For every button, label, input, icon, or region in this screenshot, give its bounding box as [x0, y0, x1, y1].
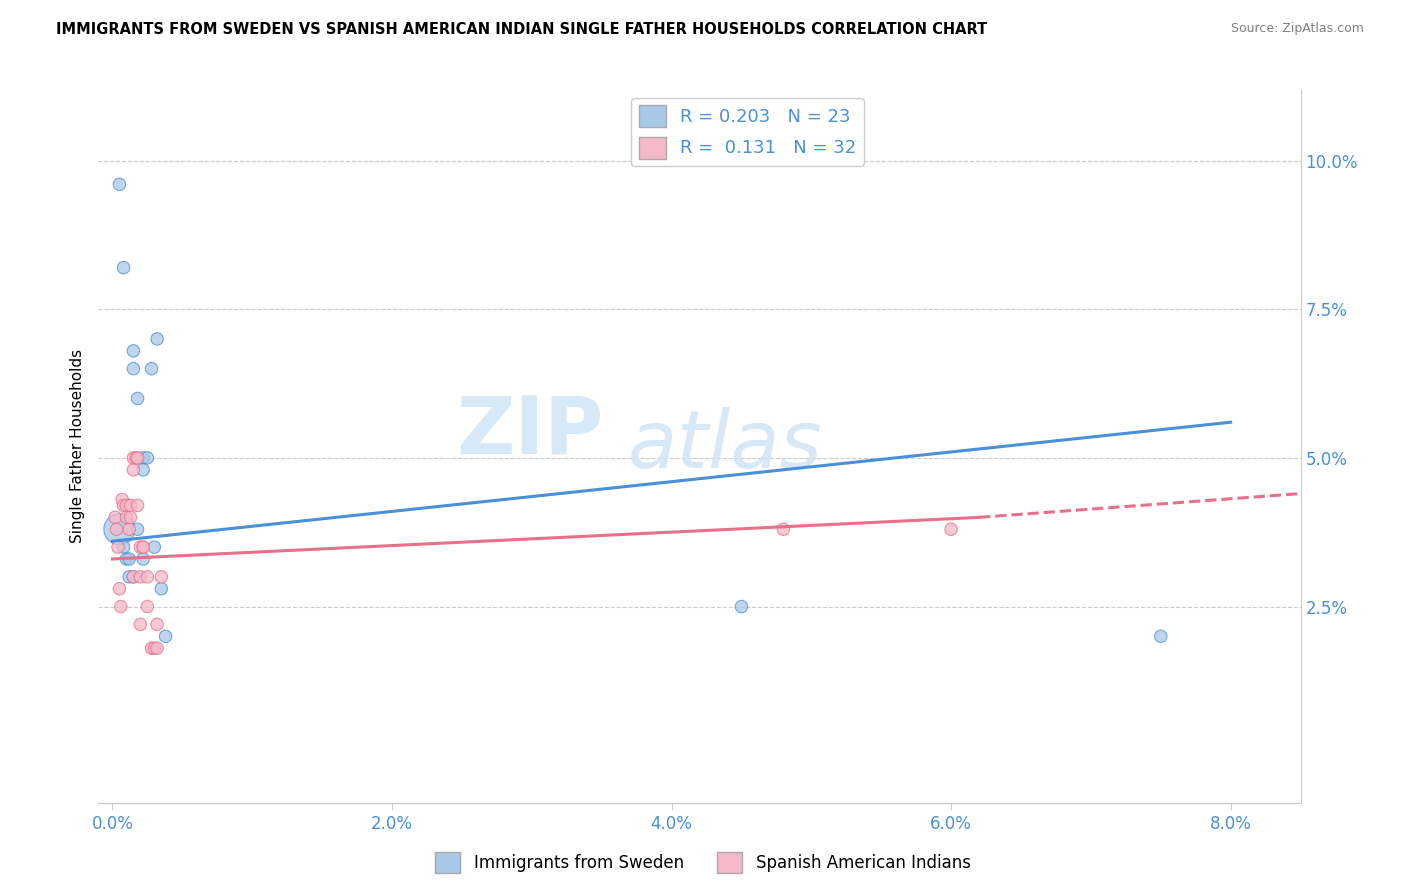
Point [136, 450, 159, 465]
Point [127, 522, 149, 536]
Y-axis label: Single Father Households: Single Father Households [69, 349, 84, 543]
Point [125, 450, 148, 465]
Point [108, 522, 131, 536]
Point [129, 617, 152, 632]
Point [146, 641, 169, 656]
Point [120, 499, 142, 513]
Point [141, 361, 163, 376]
Point [1150, 629, 1173, 643]
Point [939, 522, 962, 536]
Point [115, 510, 138, 524]
Point [112, 499, 135, 513]
Text: ZIP: ZIP [456, 392, 603, 471]
Point [141, 641, 163, 656]
Point [129, 540, 152, 554]
Point [730, 599, 752, 614]
Point [107, 540, 129, 554]
Point [143, 641, 166, 656]
Point [108, 582, 131, 596]
Text: IMMIGRANTS FROM SWEDEN VS SPANISH AMERICAN INDIAN SINGLE FATHER HOUSEHOLDS CORRE: IMMIGRANTS FROM SWEDEN VS SPANISH AMERIC… [56, 22, 987, 37]
Point [118, 522, 141, 536]
Text: Source: ZipAtlas.com: Source: ZipAtlas.com [1230, 22, 1364, 36]
Point [136, 570, 159, 584]
Point [111, 492, 134, 507]
Point [122, 343, 145, 358]
Point [150, 582, 173, 596]
Point [104, 510, 127, 524]
Point [129, 570, 152, 584]
Point [122, 361, 145, 376]
Point [120, 510, 142, 524]
Legend: Immigrants from Sweden, Spanish American Indians: Immigrants from Sweden, Spanish American… [429, 846, 977, 880]
Point [112, 540, 135, 554]
Point [132, 540, 155, 554]
Point [146, 332, 169, 346]
Point [122, 570, 145, 584]
Point [132, 552, 155, 566]
Point [115, 552, 138, 566]
Point [110, 599, 132, 614]
Point [122, 570, 145, 584]
Point [132, 463, 155, 477]
Point [143, 540, 166, 554]
Point [155, 629, 177, 643]
Point [132, 540, 155, 554]
Point [122, 450, 145, 465]
Legend: R = 0.203   N = 23, R =  0.131   N = 32: R = 0.203 N = 23, R = 0.131 N = 32 [631, 98, 863, 166]
Point [127, 450, 149, 465]
Point [772, 522, 794, 536]
Point [132, 450, 155, 465]
Point [150, 570, 173, 584]
Point [122, 463, 145, 477]
Point [127, 499, 149, 513]
Point [108, 178, 131, 192]
Point [115, 499, 138, 513]
Point [146, 617, 169, 632]
Point [118, 570, 141, 584]
Text: atlas: atlas [627, 407, 823, 485]
Point [112, 260, 135, 275]
Point [105, 522, 128, 536]
Point [136, 599, 159, 614]
Point [118, 552, 141, 566]
Point [127, 392, 149, 406]
